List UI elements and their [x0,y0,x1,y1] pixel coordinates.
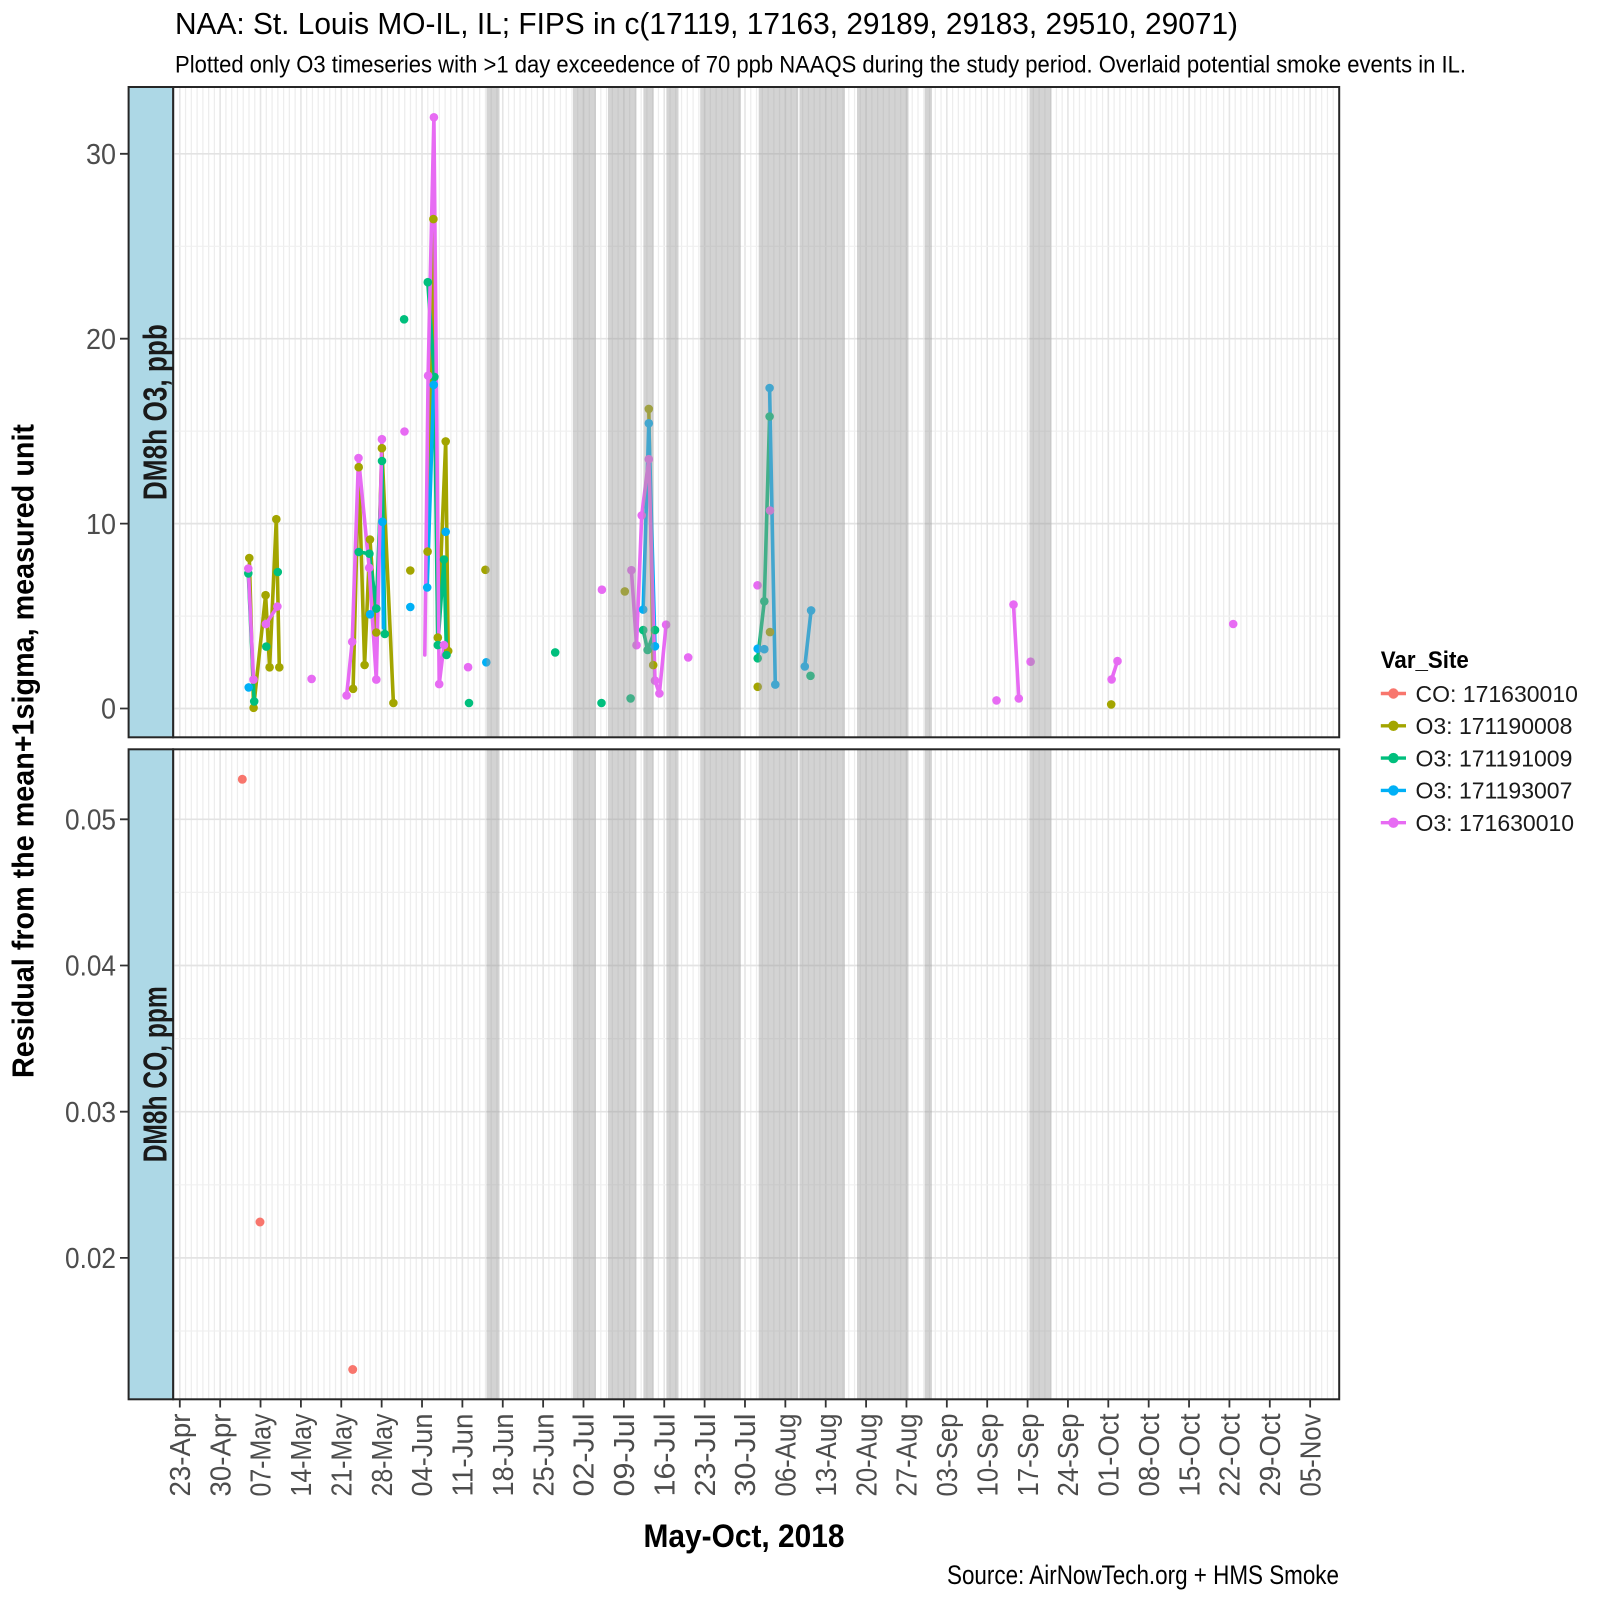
svg-text:17-Sep: 17-Sep [1013,1414,1045,1497]
svg-text:Plotted only O3 timeseries wit: Plotted only O3 timeseries with >1 day e… [175,52,1466,79]
svg-text:11-Jun: 11-Jun [448,1414,480,1497]
svg-text:30-Apr: 30-Apr [205,1413,237,1496]
svg-text:21-May: 21-May [326,1413,358,1497]
svg-text:DM8h O3, ppb: DM8h O3, ppb [136,324,173,500]
svg-text:0.02: 0.02 [65,1243,116,1275]
svg-text:0: 0 [101,694,116,726]
svg-text:30: 30 [86,139,116,171]
svg-text:20: 20 [86,324,116,356]
svg-text:15-Oct: 15-Oct [1174,1413,1206,1496]
svg-text:O3: 171191009: O3: 171191009 [1416,745,1573,771]
svg-text:25-Jun: 25-Jun [528,1414,560,1497]
svg-text:07-May: 07-May [246,1413,278,1497]
svg-text:0.05: 0.05 [65,805,116,837]
svg-text:14-May: 14-May [286,1413,318,1497]
svg-text:O3: 171193007: O3: 171193007 [1416,778,1573,804]
svg-text:16-Jul: 16-Jul [649,1414,681,1497]
svg-text:06-Aug: 06-Aug [771,1414,803,1497]
svg-text:May-Oct, 2018: May-Oct, 2018 [644,1518,845,1554]
svg-text:08-Oct: 08-Oct [1134,1413,1166,1496]
svg-text:23-Apr: 23-Apr [165,1413,197,1496]
svg-text:Residual from the mean+1sigma,: Residual from the mean+1sigma, measured … [6,424,41,1078]
svg-text:05-Nov: 05-Nov [1295,1413,1327,1497]
svg-text:02-Jul: 02-Jul [569,1414,601,1497]
svg-text:01-Oct: 01-Oct [1094,1413,1126,1496]
svg-text:03-Sep: 03-Sep [932,1414,964,1497]
svg-text:18-Jun: 18-Jun [488,1414,520,1497]
svg-text:27-Aug: 27-Aug [892,1414,924,1497]
svg-text:20-Aug: 20-Aug [851,1414,883,1497]
svg-text:DM8h CO, ppm: DM8h CO, ppm [136,986,173,1162]
svg-text:10: 10 [86,509,116,541]
svg-text:28-May: 28-May [367,1413,399,1497]
svg-text:Var_Site: Var_Site [1381,647,1469,674]
svg-text:04-Jun: 04-Jun [407,1414,439,1497]
svg-text:Source: AirNowTech.org + HMS S: Source: AirNowTech.org + HMS Smoke [947,1560,1339,1590]
svg-text:09-Jul: 09-Jul [609,1414,641,1497]
svg-text:CO: 171630010: CO: 171630010 [1416,681,1578,707]
svg-text:30-Jul: 30-Jul [730,1414,762,1497]
svg-text:O3: 171630010: O3: 171630010 [1416,810,1575,836]
svg-text:O3: 171190008: O3: 171190008 [1416,713,1573,739]
svg-text:0.04: 0.04 [65,951,116,983]
svg-text:24-Sep: 24-Sep [1053,1414,1085,1497]
svg-text:29-Oct: 29-Oct [1255,1413,1287,1496]
svg-text:10-Sep: 10-Sep [972,1414,1004,1497]
svg-text:22-Oct: 22-Oct [1215,1413,1247,1496]
svg-text:13-Aug: 13-Aug [811,1414,843,1497]
svg-text:23-Jul: 23-Jul [690,1414,722,1497]
svg-text:NAA: St. Louis MO-IL, IL; FIPS: NAA: St. Louis MO-IL, IL; FIPS in c(1711… [175,6,1238,41]
svg-text:0.03: 0.03 [65,1097,116,1129]
